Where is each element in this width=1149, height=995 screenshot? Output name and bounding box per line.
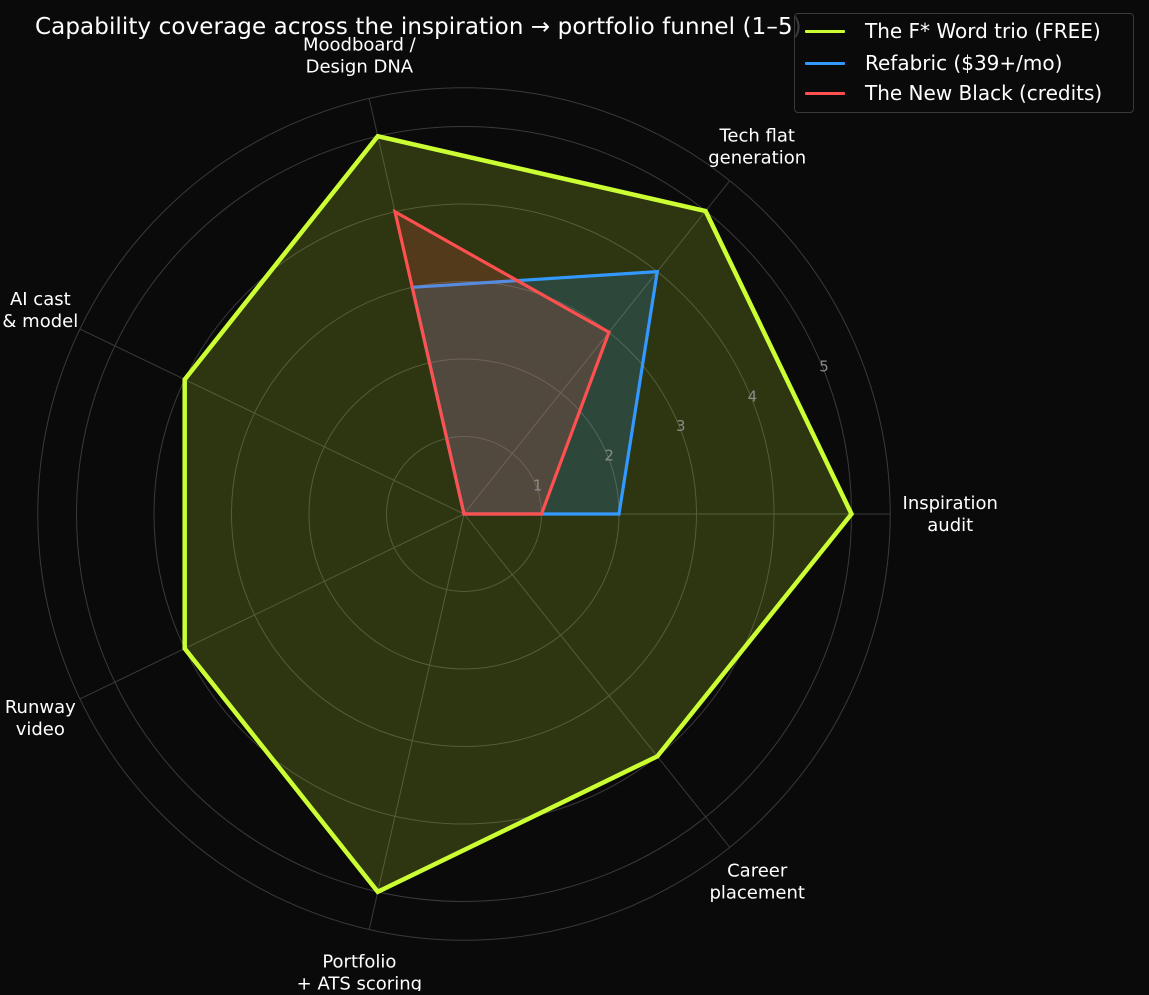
radial-tick-label-3: 3	[676, 417, 686, 435]
radial-tick-label-2: 2	[604, 447, 614, 465]
radial-tick-label-4: 4	[748, 387, 758, 405]
category-label-7-line-1: Career	[727, 861, 788, 882]
legend-swatch-refabric	[805, 61, 845, 65]
series-layer	[182, 133, 855, 895]
grid-spoke-6	[368, 513, 465, 930]
series-line-the-f-word-trio-free	[182, 133, 855, 895]
grid-spoke-7	[463, 513, 731, 848]
grid-spoke-5	[79, 513, 465, 700]
legend-swatch-free-trio	[805, 29, 845, 33]
grid-spoke-4	[79, 328, 465, 515]
category-label-1-line-2: audit	[927, 515, 973, 536]
legend-label-new-black: The New Black (credits)	[865, 81, 1103, 105]
legend-item-refabric: Refabric ($39+/mo)	[805, 49, 1062, 77]
category-label-5-line-2: video	[16, 719, 65, 740]
category-label-3-line-1: Moodboard /	[303, 35, 417, 56]
series-fill-the-new-black-credits	[395, 211, 609, 514]
grid-spoke-2	[463, 180, 731, 515]
legend: The F* Word trio (FREE) Refabric ($39+/m…	[794, 13, 1134, 113]
category-label-6-line-1: Portfolio	[322, 951, 396, 972]
category-label-1-line-1: Inspiration	[903, 493, 998, 514]
radial-tick-layer: 1 2 3 4 5	[533, 358, 829, 495]
legend-item-free-trio: The F* Word trio (FREE)	[805, 17, 1101, 45]
category-label-2-line-1: Tech flat	[718, 125, 794, 146]
category-label-3-line-2: Design DNA	[306, 57, 414, 78]
legend-label-refabric: Refabric ($39+/mo)	[865, 51, 1063, 75]
chart-title: Capability coverage across the inspirati…	[35, 14, 802, 40]
category-label-6-line-2: + ATS scoring	[297, 973, 422, 991]
series-fill-refabric-39-mo	[412, 271, 658, 514]
category-label-4-line-1: AI cast	[10, 289, 71, 310]
radial-tick-label-1: 1	[533, 476, 543, 494]
category-label-2-line-2: generation	[708, 147, 806, 168]
series-line-the-new-black-credits	[392, 208, 611, 516]
radial-tick-label-5: 5	[819, 358, 829, 376]
legend-label-free-trio: The F* Word trio (FREE)	[865, 19, 1101, 43]
legend-swatch-new-black	[805, 91, 845, 95]
legend-item-new-black: The New Black (credits)	[805, 79, 1102, 107]
category-label-7-line-2: placement	[709, 883, 805, 904]
category-label-4-line-2: & model	[2, 311, 78, 332]
category-label-5-line-1: Runway	[5, 697, 76, 718]
